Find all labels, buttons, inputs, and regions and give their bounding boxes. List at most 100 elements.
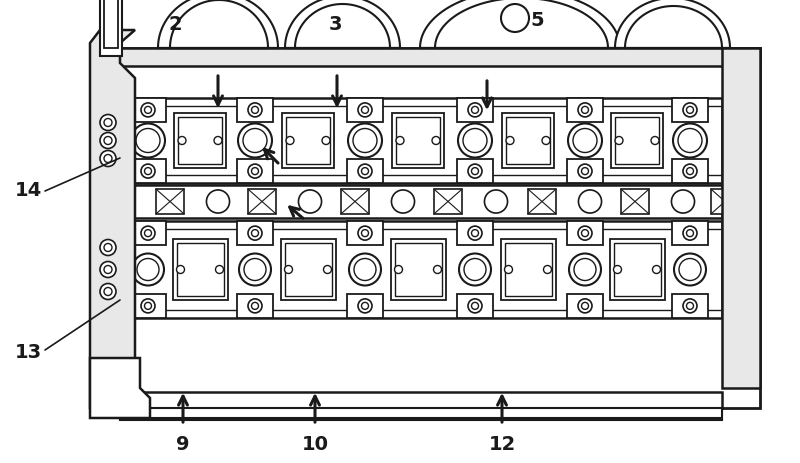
Bar: [341, 189, 369, 214]
Bar: [615, 117, 659, 164]
Circle shape: [463, 129, 487, 152]
Circle shape: [358, 103, 372, 117]
Bar: [502, 113, 554, 168]
Bar: [390, 239, 446, 300]
Circle shape: [243, 129, 267, 152]
Polygon shape: [90, 30, 135, 408]
Circle shape: [543, 265, 551, 274]
Text: 9: 9: [176, 436, 190, 455]
Circle shape: [505, 265, 513, 274]
Bar: [672, 98, 708, 122]
Circle shape: [145, 302, 151, 309]
Circle shape: [349, 254, 381, 286]
Polygon shape: [625, 6, 722, 48]
Bar: [722, 48, 760, 388]
Polygon shape: [420, 0, 620, 48]
Bar: [286, 117, 330, 164]
Circle shape: [100, 262, 116, 277]
Circle shape: [391, 190, 414, 213]
Bar: [118, 392, 722, 408]
Circle shape: [582, 168, 589, 175]
Polygon shape: [435, 0, 608, 48]
Text: 12: 12: [488, 436, 516, 455]
Circle shape: [362, 230, 369, 237]
Circle shape: [459, 254, 491, 286]
Bar: [506, 117, 550, 164]
Bar: [672, 159, 708, 183]
Circle shape: [358, 164, 372, 178]
Polygon shape: [158, 0, 278, 48]
Bar: [237, 221, 273, 245]
Circle shape: [104, 155, 112, 163]
Bar: [457, 294, 493, 318]
Circle shape: [362, 302, 369, 309]
Circle shape: [468, 164, 482, 178]
Circle shape: [239, 254, 271, 286]
Circle shape: [100, 283, 116, 300]
Bar: [567, 294, 603, 318]
Circle shape: [322, 137, 330, 144]
Bar: [178, 117, 222, 164]
Text: 10: 10: [302, 436, 329, 455]
Bar: [621, 189, 649, 214]
Bar: [130, 221, 166, 245]
Bar: [394, 244, 442, 295]
Bar: [434, 189, 462, 214]
Circle shape: [238, 124, 272, 157]
Circle shape: [464, 258, 486, 281]
Circle shape: [578, 226, 592, 240]
Circle shape: [468, 103, 482, 117]
Polygon shape: [615, 0, 730, 48]
Circle shape: [178, 137, 186, 144]
Circle shape: [679, 258, 701, 281]
Circle shape: [353, 129, 377, 152]
Circle shape: [573, 129, 597, 152]
Bar: [614, 244, 661, 295]
Circle shape: [468, 299, 482, 313]
Bar: [118, 221, 722, 318]
Circle shape: [471, 106, 478, 113]
Circle shape: [471, 230, 478, 237]
Bar: [237, 294, 273, 318]
Bar: [528, 189, 556, 214]
Circle shape: [358, 299, 372, 313]
Circle shape: [177, 265, 185, 274]
Text: 14: 14: [14, 181, 42, 200]
Circle shape: [136, 129, 160, 152]
Circle shape: [248, 226, 262, 240]
Circle shape: [214, 137, 222, 144]
Bar: [457, 221, 493, 245]
Polygon shape: [295, 4, 390, 48]
Circle shape: [569, 254, 601, 286]
Circle shape: [683, 164, 697, 178]
Bar: [501, 239, 555, 300]
Bar: [248, 189, 276, 214]
Circle shape: [574, 258, 596, 281]
Bar: [118, 185, 722, 218]
Circle shape: [251, 302, 258, 309]
Circle shape: [286, 137, 294, 144]
Circle shape: [582, 106, 589, 113]
Bar: [711, 189, 739, 214]
Circle shape: [578, 190, 602, 213]
Circle shape: [615, 137, 623, 144]
Text: 2: 2: [168, 15, 182, 35]
Circle shape: [145, 230, 151, 237]
Circle shape: [131, 124, 165, 157]
Circle shape: [141, 164, 155, 178]
Bar: [120, 408, 722, 420]
Circle shape: [362, 168, 369, 175]
Bar: [567, 98, 603, 122]
Bar: [174, 113, 226, 168]
Circle shape: [678, 129, 702, 152]
Circle shape: [251, 168, 258, 175]
Circle shape: [141, 299, 155, 313]
Circle shape: [248, 164, 262, 178]
Circle shape: [100, 239, 116, 256]
Bar: [118, 98, 722, 183]
Circle shape: [578, 299, 592, 313]
Circle shape: [396, 137, 404, 144]
Circle shape: [683, 299, 697, 313]
Circle shape: [651, 137, 659, 144]
Bar: [567, 159, 603, 183]
